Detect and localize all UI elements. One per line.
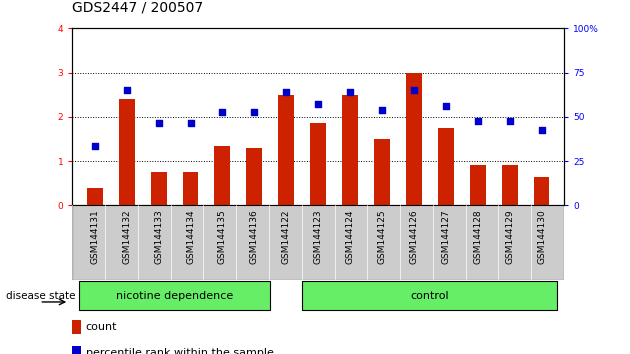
Text: GSM144124: GSM144124 (346, 209, 355, 263)
Text: nicotine dependence: nicotine dependence (116, 291, 233, 301)
Bar (310, 124, 326, 205)
Bar (438, 128, 454, 205)
Point (441, 103, 451, 109)
Bar (278, 95, 294, 205)
Bar (374, 139, 390, 205)
Bar (470, 166, 486, 205)
Bar (72, 320, 81, 334)
Text: GSM144135: GSM144135 (218, 209, 227, 264)
Text: disease state: disease state (6, 291, 76, 301)
Text: GSM144127: GSM144127 (441, 209, 450, 264)
Bar (214, 145, 231, 205)
Text: GSM144133: GSM144133 (154, 209, 163, 264)
Point (154, 121, 164, 126)
Point (313, 101, 323, 107)
Bar (302, 281, 558, 310)
Bar (72, 346, 81, 354)
Point (249, 110, 260, 115)
Bar (246, 148, 262, 205)
Point (472, 118, 483, 124)
Text: GSM144134: GSM144134 (186, 209, 195, 264)
Point (409, 87, 419, 93)
Point (217, 110, 227, 115)
Bar (87, 188, 103, 205)
Bar (406, 73, 422, 205)
Point (505, 118, 515, 124)
Point (89, 143, 100, 148)
Bar (342, 95, 358, 205)
Text: percentile rank within the sample: percentile rank within the sample (86, 348, 273, 354)
Text: GSM144123: GSM144123 (314, 209, 323, 264)
Point (281, 90, 291, 95)
Text: GSM144131: GSM144131 (90, 209, 100, 264)
Bar (534, 177, 549, 205)
Bar (79, 281, 270, 310)
Bar (501, 166, 518, 205)
Bar (151, 172, 166, 205)
Point (377, 107, 387, 113)
Bar (183, 172, 198, 205)
Text: GSM144132: GSM144132 (122, 209, 131, 264)
Point (537, 127, 547, 133)
Text: GSM144128: GSM144128 (473, 209, 482, 264)
Text: control: control (411, 291, 449, 301)
Text: GSM144125: GSM144125 (377, 209, 386, 264)
Text: GSM144129: GSM144129 (505, 209, 514, 264)
Text: GSM144130: GSM144130 (537, 209, 546, 264)
Text: GDS2447 / 200507: GDS2447 / 200507 (72, 0, 203, 14)
Point (345, 90, 355, 95)
Bar (118, 99, 135, 205)
Text: count: count (86, 322, 117, 332)
Point (185, 121, 195, 126)
Text: GSM144136: GSM144136 (250, 209, 259, 264)
Text: GSM144122: GSM144122 (282, 209, 290, 263)
Point (122, 87, 132, 93)
Text: GSM144126: GSM144126 (410, 209, 418, 264)
